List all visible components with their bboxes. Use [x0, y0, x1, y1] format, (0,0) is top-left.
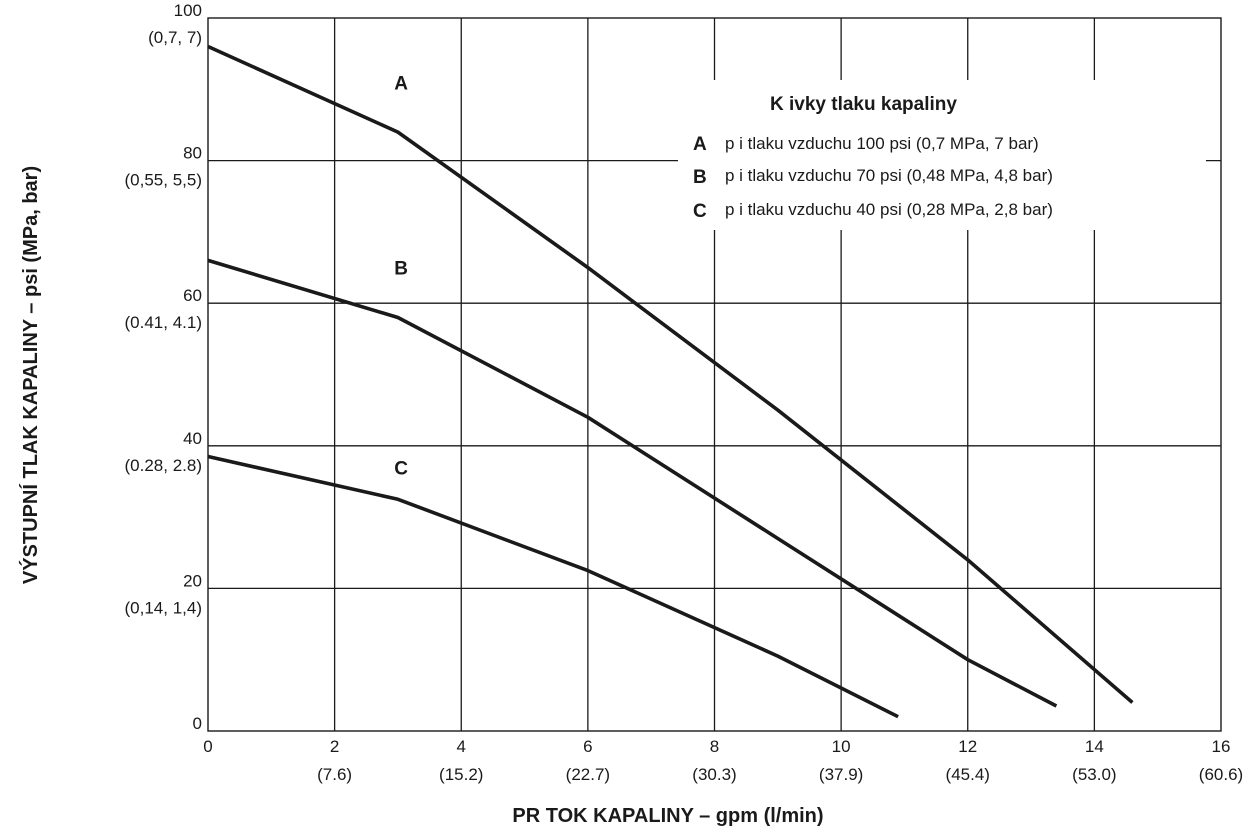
y-tick-sublabel: (0,7, 7)	[148, 28, 202, 47]
curve-label-b: B	[394, 259, 408, 280]
x-tick-label: 6	[583, 737, 592, 756]
x-tick-label: 12	[958, 737, 977, 756]
y-tick-sublabel: (0,55, 5,5)	[125, 171, 203, 190]
legend-text-b: p i tlaku vzduchu 70 psi (0,48 MPa, 4,8 …	[725, 166, 1053, 185]
x-tick-sublabel: (22.7)	[566, 765, 610, 784]
x-tick-label: 2	[330, 737, 339, 756]
x-tick-sublabel: (30.3)	[692, 765, 736, 784]
legend-key-b: B	[693, 167, 707, 188]
series-line-b	[207, 258, 1058, 708]
y-tick-sublabel: (0.28, 2.8)	[125, 456, 203, 475]
x-tick-label: 8	[710, 737, 719, 756]
x-tick-label: 14	[1085, 737, 1104, 756]
y-tick-label: 0	[193, 714, 202, 733]
x-tick-label: 0	[203, 737, 212, 756]
legend-text-a: p i tlaku vzduchu 100 psi (0,7 MPa, 7 ba…	[725, 134, 1039, 153]
y-tick-label: 20	[183, 571, 202, 590]
legend-text-c: p i tlaku vzduchu 40 psi (0,28 MPa, 2,8 …	[725, 200, 1053, 219]
x-tick-sublabel: (15.2)	[439, 765, 483, 784]
curve-label-c: C	[394, 458, 408, 479]
curve-label-a: A	[394, 73, 408, 94]
x-tick-sublabel: (53.0)	[1072, 765, 1116, 784]
y-tick-label: 80	[183, 144, 202, 163]
legend-title: K ivky tlaku kapaliny	[770, 94, 957, 115]
series-line-c	[207, 454, 899, 719]
series-line-a	[207, 44, 1134, 704]
legend-key-a: A	[693, 134, 707, 155]
x-tick-label: 10	[832, 737, 851, 756]
x-tick-sublabel: (60.6)	[1199, 765, 1243, 784]
y-tick-sublabel: (0.41, 4.1)	[125, 313, 203, 332]
y-tick-label: 100	[174, 1, 202, 20]
x-tick-label: 4	[457, 737, 466, 756]
tick-labels: 0 2 (7.6) 4 (15.2) 6 (22.7) 8 (30.3) 10 (37.9) 12 (4…	[125, 1, 1244, 784]
x-tick-sublabel: (7.6)	[317, 765, 352, 784]
legend-key-c: C	[693, 201, 707, 222]
x-tick-sublabel: (37.9)	[819, 765, 863, 784]
y-tick-label: 40	[183, 429, 202, 448]
legend: K ivky tlaku kapaliny A p i tlaku vzduch…	[678, 80, 1206, 230]
y-tick-sublabel: (0,14, 1,4)	[125, 598, 203, 617]
x-tick-label: 16	[1212, 737, 1231, 756]
x-tick-sublabel: (45.4)	[946, 765, 990, 784]
y-axis-title: VÝSTUPNÍ TLAK KAPALINY – psi (MPa, bar)	[18, 166, 42, 584]
legend-background	[678, 80, 1206, 230]
curve-labels: A B C	[394, 73, 408, 479]
series-lines	[207, 44, 1134, 719]
x-axis-title: PR TOK KAPALINY – gpm (l/min)	[512, 805, 823, 827]
y-tick-label: 60	[183, 286, 202, 305]
